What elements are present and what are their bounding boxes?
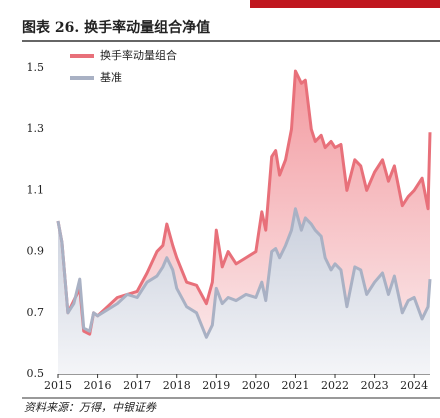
x-tick-label: 2017 — [123, 379, 151, 392]
x-tick-label: 2020 — [242, 379, 270, 392]
y-tick-label: 1.5 — [27, 61, 45, 74]
x-tick-label: 2024 — [400, 379, 428, 392]
x-tick-label: 2015 — [44, 379, 72, 392]
legend-label: 基准 — [100, 71, 122, 84]
header-band — [250, 0, 440, 8]
x-tick-label: 2019 — [202, 379, 230, 392]
chart-title: 图表 26. 换手率动量组合净值 — [22, 19, 210, 36]
x-tick-label: 2022 — [321, 379, 349, 392]
x-tick-label: 2021 — [281, 379, 309, 392]
y-tick-label: 0.5 — [27, 367, 45, 380]
y-tick-label: 1.3 — [27, 122, 45, 135]
y-tick-label: 0.7 — [27, 306, 45, 319]
area — [58, 208, 430, 374]
x-tick-label: 2018 — [163, 379, 191, 392]
y-tick-label: 1.1 — [27, 183, 45, 196]
line — [56, 69, 432, 336]
x-tick-label: 2023 — [361, 379, 389, 392]
line — [56, 207, 432, 339]
y-tick-label: 0.9 — [27, 245, 45, 258]
x-tick-label: 2016 — [84, 379, 112, 392]
source: 资料来源：万得，中银证券 — [24, 401, 157, 414]
legend-label: 换手率动量组合 — [100, 48, 177, 62]
